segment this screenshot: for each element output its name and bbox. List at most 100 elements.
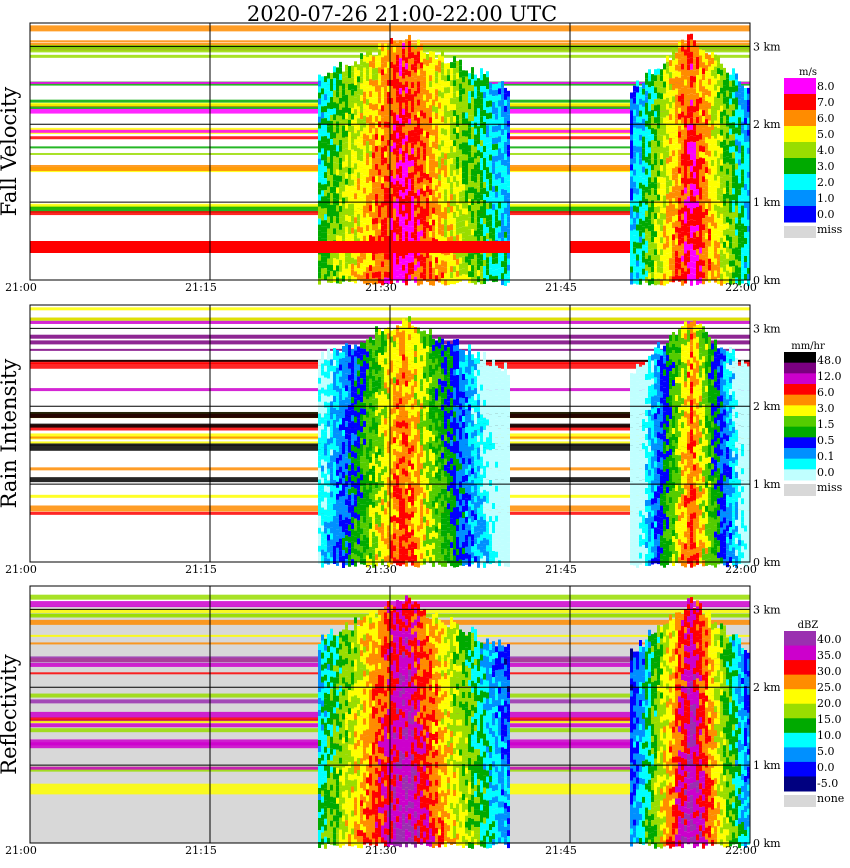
rain-cell xyxy=(498,130,501,137)
rain-cell xyxy=(726,186,729,193)
rain-cell xyxy=(729,260,732,267)
rain-cell xyxy=(429,129,432,136)
rain-cell xyxy=(693,82,696,89)
rain-cell xyxy=(690,183,693,190)
rain-cell xyxy=(381,231,384,238)
rain-cell xyxy=(321,196,324,203)
rain-cell xyxy=(462,190,465,197)
rain-cell xyxy=(648,177,651,184)
rain-cell xyxy=(363,348,366,355)
rain-cell xyxy=(738,261,741,268)
rain-cell xyxy=(720,129,723,136)
rain-cell xyxy=(690,165,693,172)
rain-cell xyxy=(405,183,408,190)
rain-cell xyxy=(417,171,420,178)
rain-cell xyxy=(339,418,342,425)
rain-cell xyxy=(636,260,639,267)
rain-cell xyxy=(429,81,432,88)
rain-cell xyxy=(459,89,462,96)
rain-cell xyxy=(357,550,360,557)
rain-cell xyxy=(387,495,390,502)
rain-cell xyxy=(717,260,720,267)
rain-cell xyxy=(735,139,738,146)
rain-cell xyxy=(390,224,393,230)
rain-cell xyxy=(387,333,390,340)
rain-cell xyxy=(480,200,483,207)
rain-cell xyxy=(666,163,669,170)
rain-cell xyxy=(738,147,741,154)
rain-cell xyxy=(429,273,432,280)
rain-cell xyxy=(351,149,354,156)
rain-cell xyxy=(687,34,690,41)
rain-cell xyxy=(366,189,369,196)
rain-cell xyxy=(438,180,441,187)
rain-cell xyxy=(366,105,369,112)
rain-cell xyxy=(636,98,639,105)
rain-cell xyxy=(393,166,396,173)
rain-cell xyxy=(396,156,399,163)
rain-cell xyxy=(408,82,411,89)
rain-cell xyxy=(744,256,747,262)
rain-cell xyxy=(324,232,327,239)
rain-cell xyxy=(720,273,723,280)
rain-cell xyxy=(345,439,348,446)
rain-cell xyxy=(372,399,375,406)
rain-cell xyxy=(507,144,510,151)
rain-cell xyxy=(483,224,486,230)
rain-cell xyxy=(477,252,480,259)
rain-cell xyxy=(321,363,324,370)
rain-cell xyxy=(483,236,486,242)
rain-cell xyxy=(342,484,345,490)
rain-cell xyxy=(714,168,717,175)
rain-cell xyxy=(369,540,372,547)
rain-cell xyxy=(723,73,726,80)
rain-cell xyxy=(342,406,345,412)
rain-cell xyxy=(369,528,372,535)
rain-cell xyxy=(393,100,396,107)
rain-cell xyxy=(744,208,747,214)
rain-cell xyxy=(399,88,402,95)
rain-cell xyxy=(507,192,510,199)
rain-cell xyxy=(438,66,441,73)
rain-cell xyxy=(735,115,738,122)
rain-cell xyxy=(501,189,504,196)
rain-cell xyxy=(387,459,390,466)
rain-cell xyxy=(450,206,453,213)
rain-cell xyxy=(672,270,675,277)
rain-cell xyxy=(369,522,372,529)
rain-cell xyxy=(720,237,723,244)
rain-cell xyxy=(342,478,345,484)
rain-cell xyxy=(429,147,432,154)
rain-cell xyxy=(384,85,387,92)
rain-cell xyxy=(366,93,369,100)
rain-cell xyxy=(675,238,678,245)
rain-cell xyxy=(741,169,744,176)
rain-cell xyxy=(678,197,681,204)
rain-cell xyxy=(426,222,429,228)
rain-cell xyxy=(501,129,504,136)
rain-cell xyxy=(360,59,363,66)
rain-cell xyxy=(435,125,438,132)
legend-label: 8.0 xyxy=(817,80,835,93)
rain-cell xyxy=(336,541,339,548)
rain-cell xyxy=(399,494,402,501)
rain-cell xyxy=(399,428,402,435)
rain-cell xyxy=(348,72,351,78)
rain-cell xyxy=(747,219,750,226)
rain-cell xyxy=(342,89,345,96)
rain-cell xyxy=(405,171,408,178)
rain-cell xyxy=(435,251,438,258)
rain-cell xyxy=(381,261,384,268)
rain-cell xyxy=(426,150,429,156)
rain-cell xyxy=(729,278,732,285)
rain-cell xyxy=(438,96,441,103)
rain-cell xyxy=(417,225,420,232)
rain-cell xyxy=(378,532,381,539)
rain-cell xyxy=(687,238,690,245)
rain-cell xyxy=(690,231,693,238)
rain-cell xyxy=(336,151,339,158)
rain-cell xyxy=(729,158,732,165)
rain-cell xyxy=(396,541,399,548)
rain-cell xyxy=(654,117,657,124)
rain-cell xyxy=(399,154,402,161)
